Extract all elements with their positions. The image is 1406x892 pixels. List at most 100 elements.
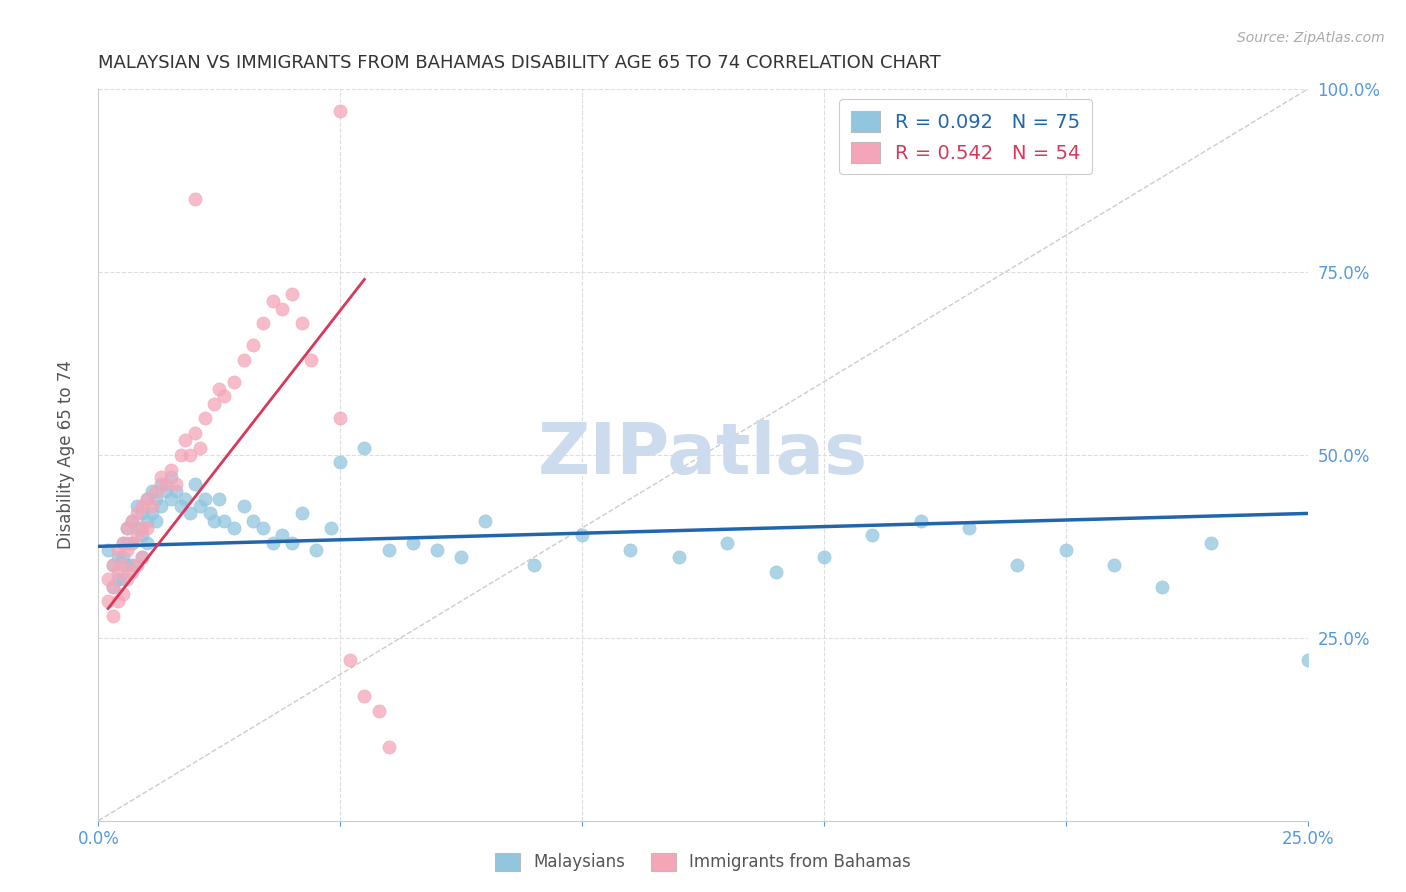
Point — [184, 425, 207, 440]
Point — [101, 608, 124, 623]
Point — [127, 528, 149, 542]
Point — [319, 521, 342, 535]
Point — [204, 397, 226, 411]
Point — [813, 550, 835, 565]
Point — [252, 521, 274, 535]
Point — [150, 470, 173, 484]
Point — [101, 558, 124, 572]
Point — [290, 316, 312, 330]
Point — [910, 514, 932, 528]
Point — [184, 477, 207, 491]
Point — [198, 507, 221, 521]
Point — [160, 470, 183, 484]
Point — [111, 535, 134, 549]
Point — [212, 514, 235, 528]
Point — [145, 491, 167, 506]
Point — [194, 411, 217, 425]
Point — [242, 338, 264, 352]
Point — [97, 572, 120, 586]
Point — [353, 690, 375, 704]
Point — [208, 382, 231, 396]
Point — [208, 491, 231, 506]
Point — [668, 550, 690, 565]
Point — [121, 514, 143, 528]
Point — [107, 565, 129, 579]
Point — [299, 352, 322, 367]
Point — [450, 550, 472, 565]
Point — [141, 507, 163, 521]
Point — [101, 558, 124, 572]
Point — [127, 507, 149, 521]
Text: Source: ZipAtlas.com: Source: ZipAtlas.com — [1237, 31, 1385, 45]
Point — [377, 543, 399, 558]
Point — [155, 484, 177, 499]
Point — [101, 580, 124, 594]
Point — [353, 441, 375, 455]
Point — [131, 499, 153, 513]
Point — [174, 491, 197, 506]
Point — [368, 704, 391, 718]
Point — [107, 550, 129, 565]
Point — [121, 565, 143, 579]
Point — [1102, 558, 1125, 572]
Point — [232, 499, 254, 513]
Point — [131, 507, 153, 521]
Point — [262, 294, 284, 309]
Point — [232, 352, 254, 367]
Point — [305, 543, 328, 558]
Point — [174, 434, 197, 448]
Point — [339, 653, 361, 667]
Point — [402, 535, 425, 549]
Point — [117, 521, 139, 535]
Point — [107, 594, 129, 608]
Point — [121, 535, 143, 549]
Point — [121, 535, 143, 549]
Point — [150, 499, 173, 513]
Point — [141, 499, 163, 513]
Point — [107, 543, 129, 558]
Point — [121, 558, 143, 572]
Point — [135, 535, 157, 549]
Point — [150, 477, 173, 491]
Point — [131, 550, 153, 565]
Point — [165, 484, 187, 499]
Text: ZIPatlas: ZIPatlas — [538, 420, 868, 490]
Point — [271, 301, 294, 316]
Point — [716, 535, 738, 549]
Point — [377, 740, 399, 755]
Point — [111, 587, 134, 601]
Point — [131, 528, 153, 542]
Point — [117, 543, 139, 558]
Point — [107, 572, 129, 586]
Point — [165, 477, 187, 491]
Point — [571, 528, 593, 542]
Point — [111, 550, 134, 565]
Legend: Malaysians, Immigrants from Bahamas: Malaysians, Immigrants from Bahamas — [489, 847, 917, 878]
Point — [111, 572, 134, 586]
Point — [135, 491, 157, 506]
Point — [117, 572, 139, 586]
Point — [765, 565, 787, 579]
Point — [179, 448, 201, 462]
Point — [474, 514, 496, 528]
Point — [860, 528, 883, 542]
Point — [101, 580, 124, 594]
Point — [1007, 558, 1029, 572]
Point — [1296, 653, 1319, 667]
Point — [281, 535, 304, 549]
Point — [135, 491, 157, 506]
Point — [117, 521, 139, 535]
Point — [121, 514, 143, 528]
Point — [957, 521, 980, 535]
Point — [188, 441, 211, 455]
Point — [194, 491, 217, 506]
Point — [117, 535, 139, 549]
Point — [188, 499, 211, 513]
Point — [160, 491, 183, 506]
Y-axis label: Disability Age 65 to 74: Disability Age 65 to 74 — [56, 360, 75, 549]
Point — [131, 550, 153, 565]
Point — [160, 462, 183, 476]
Point — [169, 499, 191, 513]
Point — [1152, 580, 1174, 594]
Point — [127, 521, 149, 535]
